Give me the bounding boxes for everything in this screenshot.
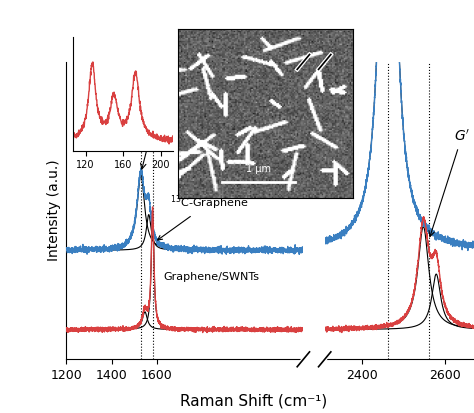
Y-axis label: Intensity (a.u.): Intensity (a.u.) — [47, 160, 61, 261]
Text: Raman Shift (cm⁻¹): Raman Shift (cm⁻¹) — [180, 394, 327, 409]
Text: $G'$: $G'$ — [429, 129, 470, 237]
Text: Graphene/SWNTs: Graphene/SWNTs — [164, 272, 259, 282]
Text: $^{13}$C-Graphene: $^{13}$C-Graphene — [158, 193, 249, 240]
Text: $G$: $G$ — [140, 120, 158, 169]
Text: 1 μm: 1 μm — [246, 164, 271, 173]
